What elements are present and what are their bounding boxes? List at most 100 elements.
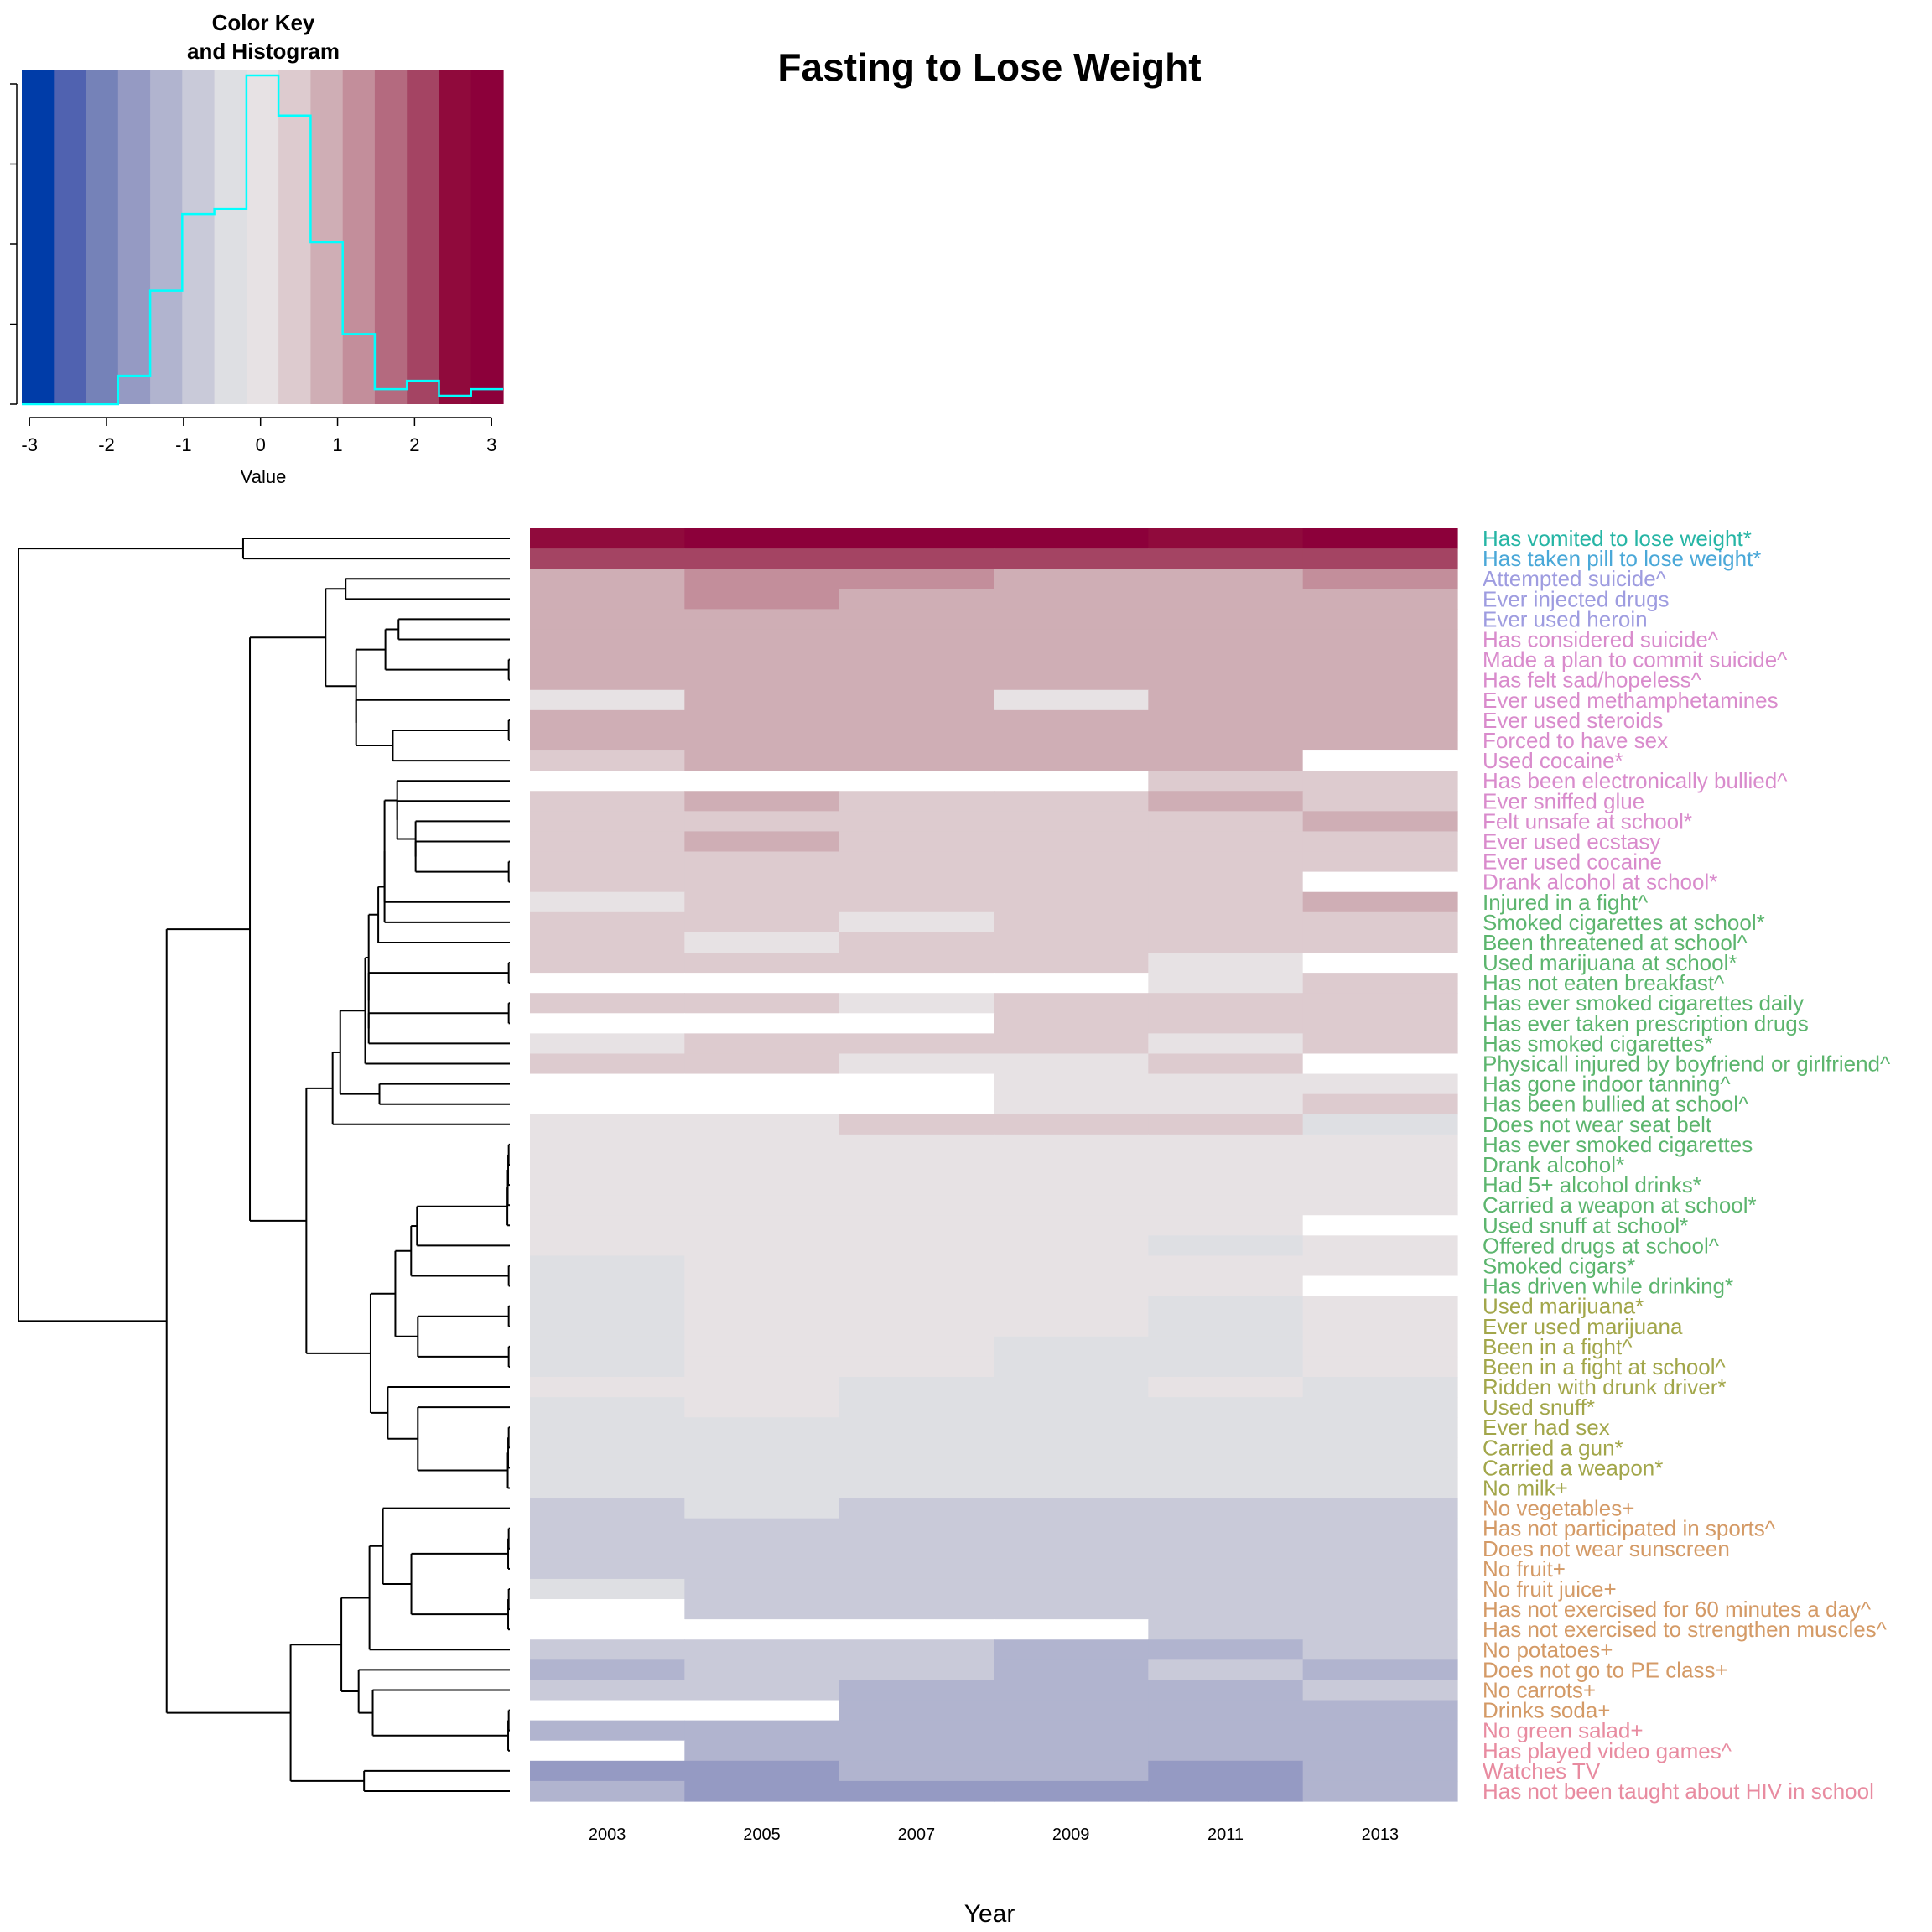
row-label: Drinks soda+ [1483,1698,1610,1723]
heatmap-cell [994,609,1149,631]
heatmap-cell [684,1518,840,1540]
heatmap-cell [530,1255,685,1277]
heatmap-cell [1302,1053,1458,1075]
heatmap-cell [839,1175,995,1196]
heatmap-cell [1302,1578,1458,1600]
heatmap-cell [839,953,995,974]
heatmap-cell [839,528,995,549]
heatmap-cell [1302,1275,1458,1297]
row-label: Has been bullied at school^ [1483,1092,1749,1117]
heatmap-cell [994,1033,1149,1055]
heatmap-cell [684,1478,840,1499]
heatmap-cell [1148,689,1304,711]
heatmap-cell [1148,649,1304,671]
heatmap-cell [994,1397,1149,1418]
heatmap-cell [1148,1639,1304,1660]
heatmap-cell [1148,1578,1304,1600]
x-axis-title: Year [964,1900,1015,1928]
heatmap-cell [530,709,685,731]
heatmap-cell [530,1316,685,1337]
heatmap-cell [1302,629,1458,651]
heatmap-cell [839,1255,995,1277]
heatmap-cell [994,1134,1149,1156]
heatmap-cell [1148,1619,1304,1640]
row-label: Has not exercised to strengthen muscles^ [1483,1617,1888,1642]
heatmap-cell [839,1134,995,1156]
row-label: Has not exercised for 60 minutes a day^ [1483,1597,1872,1622]
heatmap-cell [839,1639,995,1660]
heatmap-cell [1302,1377,1458,1398]
heatmap-cell [839,1680,995,1701]
heatmap-cell [1148,1377,1304,1398]
color-key-band [278,70,311,404]
heatmap-cell [530,1720,685,1742]
color-key-band [150,70,183,404]
heatmap-cell [1302,609,1458,631]
heatmap-cell [684,669,840,691]
heatmap-cell [684,891,840,913]
heatmap-cell [530,548,685,569]
heatmap-cell [994,750,1149,771]
heatmap-cell [839,709,995,731]
heatmap-cell [994,1578,1149,1600]
heatmap-cell [839,1619,995,1640]
heatmap-cell [839,1377,995,1398]
heatmap-cell [839,1073,995,1095]
heatmap-cell [839,1275,995,1297]
heatmap-cell [994,791,1149,812]
heatmap-cell [1302,548,1458,569]
row-label: Offered drugs at school^ [1483,1233,1720,1258]
column-label: 2003 [589,1826,626,1844]
heatmap-cell [684,1558,840,1580]
heatmap-cell [994,1680,1149,1701]
heatmap-cell [1148,1437,1304,1458]
heatmap-cell [1302,1760,1458,1782]
heatmap-cell [530,993,685,1014]
column-label: 2005 [743,1826,781,1844]
heatmap-cell [994,709,1149,731]
heatmap-cell [994,1720,1149,1742]
heatmap-cell [839,1356,995,1378]
heatmap-cell [1148,911,1304,933]
heatmap-cell [994,629,1149,651]
heatmap-cell [994,1275,1149,1297]
x-tick-label: -1 [175,434,192,455]
heatmap-cell [1148,1780,1304,1802]
heatmap-cell [994,1316,1149,1337]
heatmap-cell [684,709,840,731]
x-tick-label: -3 [21,434,38,455]
heatmap-cell [994,1377,1149,1398]
heatmap-cell [684,973,840,994]
heatmap-cell [839,1397,995,1418]
heatmap-cell [1302,1033,1458,1055]
heatmap-cell [684,932,840,953]
heatmap-cell [839,1599,995,1620]
heatmap-cell [1302,1498,1458,1519]
heatmap-cell [530,1073,685,1095]
column-label: 2013 [1362,1826,1400,1844]
heatmap-cell [1148,1235,1304,1257]
heatmap-cell [530,871,685,893]
heatmap-cell [530,1033,685,1055]
heatmap-cell [1302,1478,1458,1499]
row-label: Smoked cigars* [1483,1253,1635,1278]
heatmap-cell [1148,548,1304,569]
heatmap-cell [839,973,995,994]
heatmap-cell [994,1154,1149,1176]
row-label: Used marijuana at school* [1483,950,1737,975]
x-tick-label: -2 [98,434,115,455]
heatmap-cell [1148,629,1304,651]
heatmap-cell [839,569,995,589]
heatmap-cell [684,1437,840,1458]
heatmap-cell [994,528,1149,549]
heatmap-cell [1302,831,1458,853]
color-key-band [246,70,279,404]
heatmap-cell [839,1700,995,1722]
row-label: Has not been taught about HIV in school [1483,1779,1874,1804]
heatmap-cell [1302,771,1458,792]
heatmap-cell [839,1417,995,1438]
heatmap-cell [530,629,685,651]
heatmap-cell [684,1659,840,1681]
heatmap-cell [530,771,685,792]
